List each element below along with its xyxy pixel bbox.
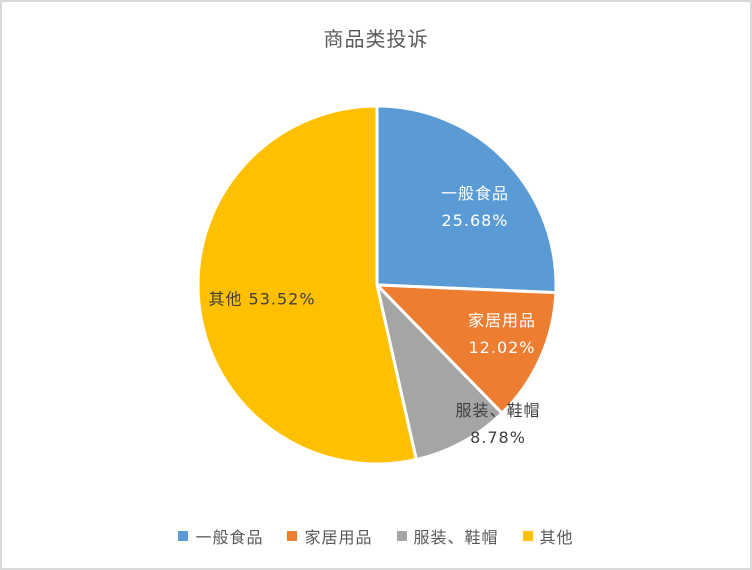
pie-data-label: 家居用品 12.02% — [468, 307, 536, 361]
label-category: 家居用品 — [467, 311, 537, 330]
legend: 一般食品 家居用品 服装、鞋帽 其他 — [2, 522, 750, 550]
legend-item[interactable]: 其他 — [522, 524, 574, 548]
legend-swatch — [396, 531, 407, 541]
legend-item[interactable]: 家居用品 — [287, 524, 372, 548]
legend-label: 其他 — [539, 528, 574, 547]
chart-title: 商品类投诉 — [323, 27, 429, 51]
legend-swatch — [522, 531, 533, 541]
pie-data-label: 一般食品 25.68% — [441, 180, 509, 234]
legend-label: 家居用品 — [304, 528, 373, 547]
label-category: 一般食品 — [440, 184, 510, 203]
label-value: 25.68% — [441, 211, 509, 230]
pie-slice-3[interactable] — [375, 283, 504, 462]
legend-label: 服装、鞋帽 — [413, 528, 499, 547]
label-value: 8.78% — [470, 428, 526, 447]
legend-item[interactable]: 服装、鞋帽 — [396, 524, 499, 548]
pie-slice-2[interactable] — [375, 283, 558, 415]
legend-item[interactable]: 一般食品 — [178, 524, 263, 548]
label-category: 服装、鞋帽 — [455, 401, 541, 420]
label-value: 12.02% — [468, 338, 536, 357]
pie-slice-1[interactable] — [375, 104, 558, 295]
pie-data-label: 服装、鞋帽 8.78% — [455, 397, 540, 451]
legend-label: 一般食品 — [195, 528, 264, 547]
legend-swatch — [287, 531, 298, 541]
pie-data-label: 其他 53.52% — [208, 289, 316, 309]
legend-swatch — [178, 531, 189, 541]
pie-slice-4[interactable] — [196, 104, 418, 466]
